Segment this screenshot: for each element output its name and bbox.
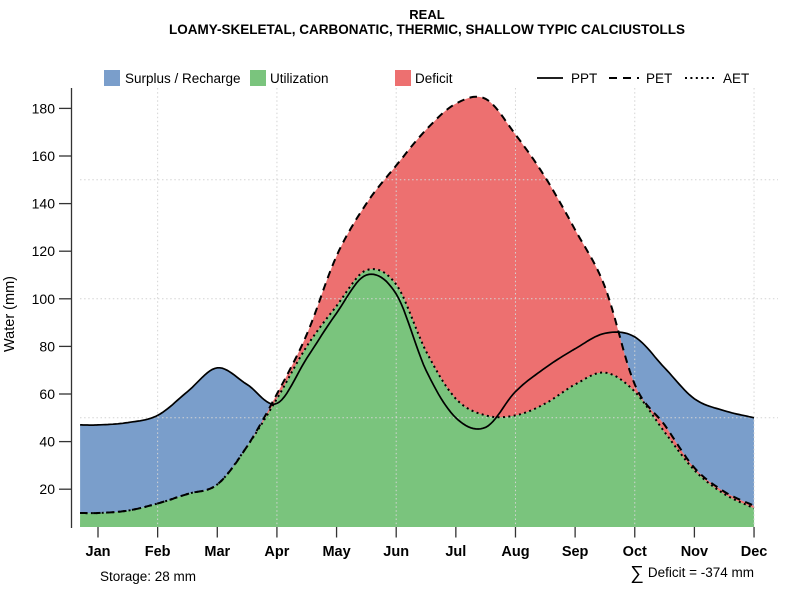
- y-tick-label: 100: [32, 291, 56, 307]
- sigma-symbol: ∑: [630, 563, 644, 584]
- surplus-legend-label: Surplus / Recharge: [125, 71, 241, 86]
- x-tick-label: Apr: [264, 544, 289, 560]
- y-tick-label: 20: [39, 481, 55, 497]
- utilization-area: [80, 269, 755, 527]
- deficit-legend-label: Deficit: [415, 71, 453, 86]
- pet-legend-label: PET: [646, 71, 673, 86]
- x-tick-label: Sep: [562, 544, 589, 560]
- aet-line-sample-icon: [684, 70, 716, 86]
- x-tick-label: May: [322, 544, 350, 560]
- gridlines: [80, 88, 778, 527]
- utilization-legend-label: Utilization: [270, 71, 329, 86]
- page-subtitle: LOAMY-SKELETAL, CARBONATIC, THERMIC, SHA…: [169, 22, 685, 37]
- y-tick-label: 140: [32, 196, 56, 212]
- deficit-sum-note: ∑ Deficit = -374 mm: [630, 563, 754, 585]
- ppt-line-sample-icon: [536, 70, 564, 86]
- storage-note: Storage: 28 mm: [100, 569, 197, 584]
- deficit-area: [80, 96, 755, 514]
- pet-line-sample-icon: [608, 70, 640, 86]
- surplus-legend-swatch: [104, 70, 120, 86]
- curves: [80, 95, 755, 515]
- x-tick-label: Mar: [204, 544, 230, 560]
- y-tick-label: 60: [39, 386, 55, 402]
- ppt-line: [80, 273, 755, 430]
- area-fills: [80, 96, 755, 527]
- y-tick-label: 80: [39, 338, 55, 354]
- deficit-legend-swatch: [395, 70, 411, 86]
- utilization-legend-swatch: [250, 70, 266, 86]
- page-title: REAL: [409, 7, 445, 22]
- y-axis-title: Water (mm): [2, 276, 18, 352]
- y-tick-label: 180: [32, 100, 56, 116]
- pet-line: [80, 95, 755, 515]
- surplus-area: [80, 367, 272, 514]
- x-tick-label: Jul: [445, 544, 466, 560]
- x-tick-label: Dec: [741, 544, 768, 560]
- x-tick-label: Jun: [383, 544, 409, 560]
- x-tick-label: Jan: [86, 544, 111, 560]
- y-tick-label: 120: [32, 243, 56, 259]
- aet-legend-label: AET: [723, 71, 750, 86]
- x-tick-label: Oct: [623, 544, 647, 560]
- x-tick-label: Feb: [145, 544, 171, 560]
- ppt-legend-label: PPT: [571, 71, 598, 86]
- y-tick-label: 40: [39, 434, 55, 450]
- axis-labels: 20 40 60 80 100 120 140 160 180 Jan Feb Mar Apr May Ju…: [2, 100, 767, 560]
- deficit-sum-text: Deficit = -374 mm: [647, 565, 754, 580]
- x-tick-label: Aug: [501, 544, 529, 560]
- y-tick-label: 160: [32, 148, 56, 164]
- x-tick-label: Nov: [681, 544, 708, 560]
- surplus-area: [618, 332, 754, 506]
- axes: [59, 88, 755, 538]
